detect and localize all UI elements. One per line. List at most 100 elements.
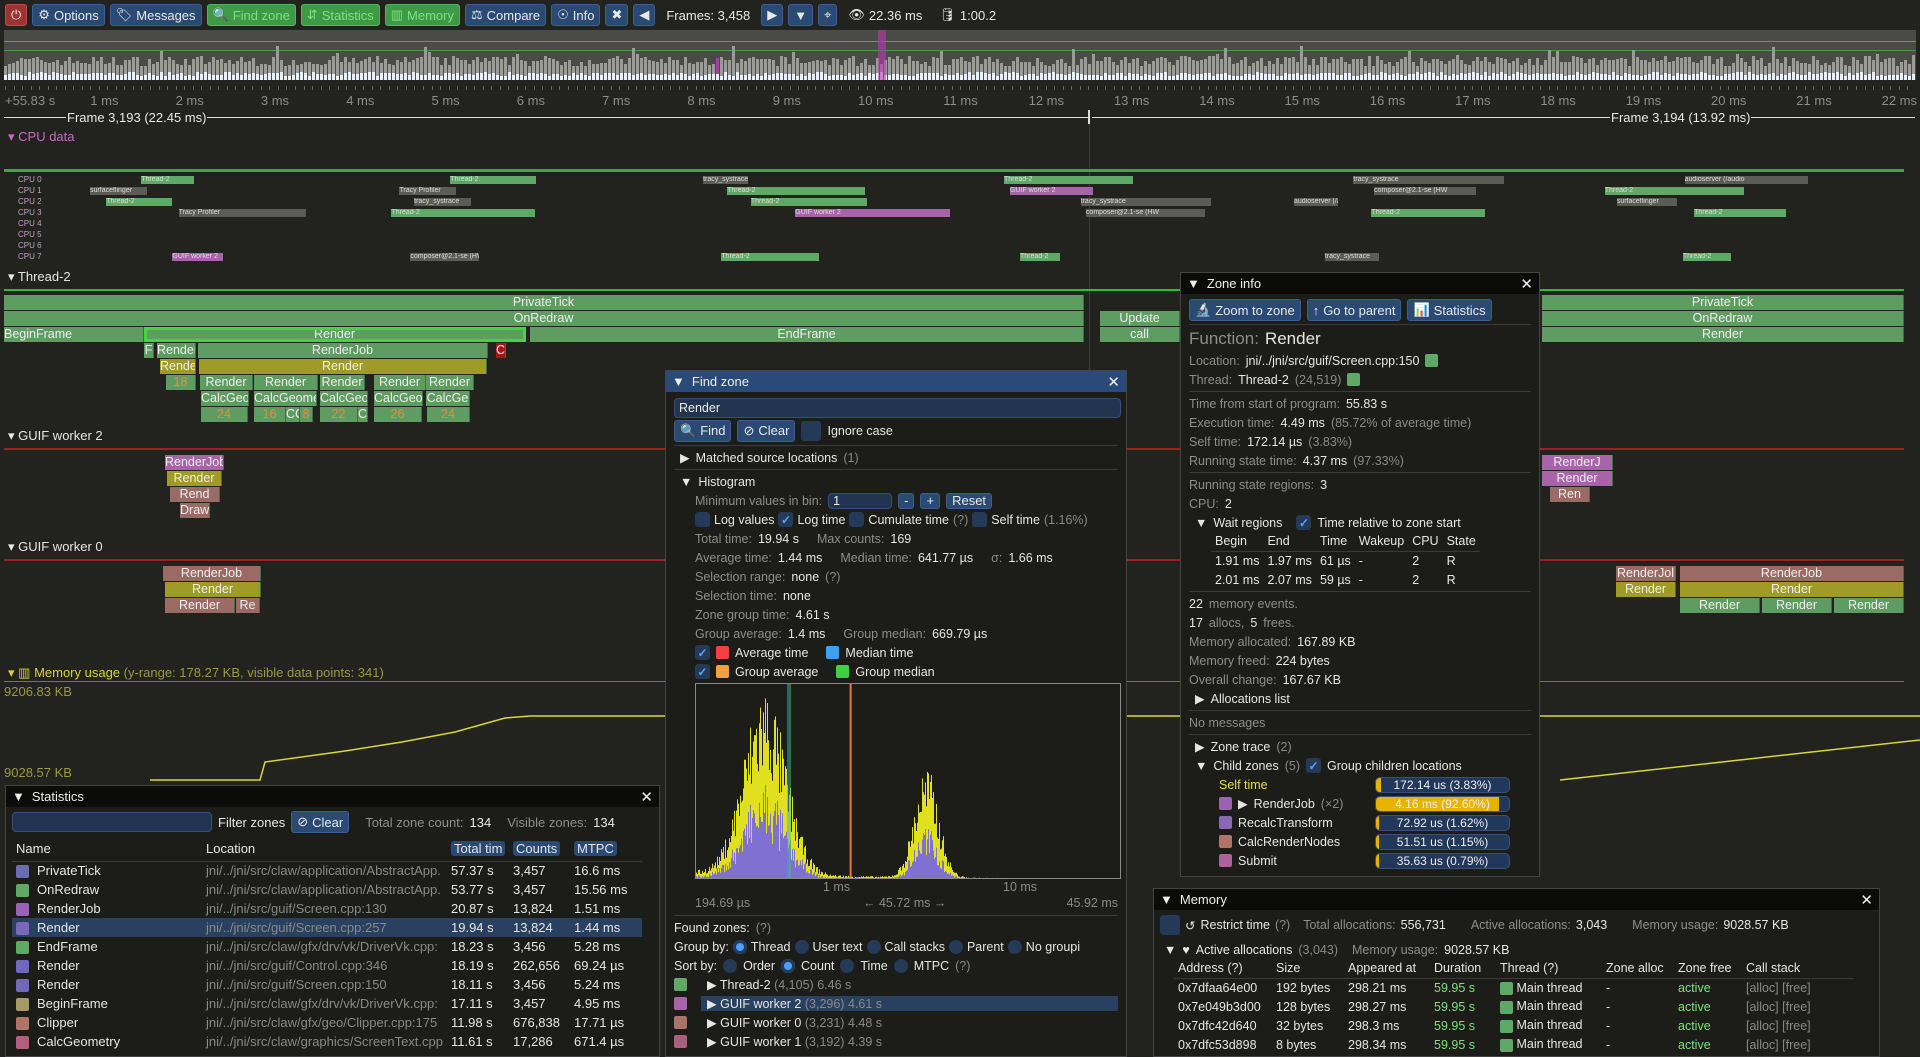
frame-overview-graph[interactable] [4,30,1916,80]
free-callstack-link[interactable]: [free] [1782,999,1811,1014]
child-zones-toggle[interactable]: ▼ [1195,758,1208,773]
frame-bar[interactable] [512,57,515,80]
frame-bar[interactable] [536,60,539,80]
stat-row[interactable]: CalcGeometry jni/../jni/src/claw/graphics… [12,1032,642,1051]
frame-bar[interactable] [1768,63,1771,80]
frame-bar[interactable] [124,59,127,80]
zone[interactable]: Re [236,598,260,613]
frame-bar[interactable] [476,56,479,80]
frame-bar[interactable] [1604,57,1607,80]
frame-bar[interactable] [1712,63,1715,80]
frame-bar[interactable] [1888,58,1891,80]
frame-bar[interactable] [1824,63,1827,80]
zone[interactable]: Render [199,359,487,374]
frame-bar[interactable] [1128,62,1131,80]
frame-bar[interactable] [504,56,507,80]
frame-bar[interactable] [284,65,287,80]
frame-bar[interactable] [1904,59,1907,80]
frame-bar[interactable] [1832,61,1835,80]
frame-bar[interactable] [1684,57,1687,80]
frame-bar[interactable] [152,63,155,80]
frame-bar[interactable] [1688,57,1691,80]
allocation-row[interactable]: 0x7dfaa64e00 192 bytes 298.21 ms 59.95 s Ma… [1178,980,1811,995]
found-zone-group[interactable]: ▶ GUIF worker 0 (3,231) 4.48 s [674,1013,1118,1032]
frame-bar[interactable] [1136,58,1139,80]
frame-bar[interactable] [988,57,991,80]
frame-bar[interactable] [680,64,683,80]
frame-bar[interactable] [1300,46,1303,80]
wait-region-row[interactable]: 2.01 ms 2.07 ms 59 µs -2 R [1215,572,1456,587]
frame-bar[interactable] [968,61,971,80]
frame-bar[interactable] [1452,59,1455,80]
zone-info-title-bar[interactable]: ▼ Zone info ✕ [1181,273,1539,294]
frame-bar[interactable] [1436,59,1439,80]
frame-bar[interactable] [328,59,331,80]
frame-bar[interactable] [1776,59,1779,80]
frame-bar[interactable] [1428,62,1431,80]
sort-by-mtpc-radio[interactable] [893,958,908,973]
frame-bar[interactable] [1084,56,1087,80]
frame-bar[interactable] [1372,65,1375,80]
show-group-checkbox[interactable]: ✓ [695,664,710,679]
stat-row[interactable]: PrivateTick jni/../jni/src/claw/applicati… [12,861,642,880]
frame-bar[interactable] [1600,59,1603,80]
column-header[interactable]: Thread (?) [1500,961,1559,976]
frame-bar[interactable] [1444,64,1447,80]
frame-bar[interactable] [1528,59,1531,80]
frame-bar[interactable] [1316,65,1319,80]
frame-bar[interactable] [812,60,815,80]
free-callstack-link[interactable]: [free] [1782,1018,1811,1033]
frame-bar[interactable] [1400,58,1403,80]
zone[interactable]: CalcGeo [374,391,423,406]
frame-bar[interactable] [792,51,795,80]
frame-bar[interactable] [904,64,907,80]
frame-bar[interactable] [1456,55,1459,80]
frame-bar[interactable] [876,58,879,80]
frame-bar[interactable] [492,57,495,80]
frame-bar[interactable] [344,56,347,80]
child-zone-row[interactable]: Self time 172.14 us (3.83%) [1219,775,1531,794]
frame-bar[interactable] [352,58,355,80]
frame-bar[interactable] [1672,60,1675,80]
frame-bar[interactable] [1592,58,1595,80]
alloc-callstack-link[interactable]: [alloc] [1746,1018,1779,1033]
frame-bar[interactable] [672,60,675,80]
frame-bar[interactable] [732,46,735,80]
frame-bar[interactable] [1112,62,1115,80]
child-zone-row[interactable]: ▶ RenderJob (×2) 4.16 ms (92.60%) [1219,794,1531,813]
frame-bar[interactable] [1636,57,1639,80]
zone[interactable]: CalcGeor [320,391,368,406]
frame-bar[interactable] [112,57,115,80]
frame-bar[interactable] [1876,53,1879,80]
frame-bar[interactable] [1844,64,1847,80]
find-zone-query-input[interactable]: Render [674,398,1121,418]
frame-bar[interactable] [260,63,263,80]
zone[interactable]: Render [165,582,261,597]
frame-bar[interactable] [1364,65,1367,80]
frame-bar[interactable] [1612,60,1615,80]
frame-bar[interactable] [336,52,339,80]
frame-bar[interactable] [368,57,371,80]
prev-frame-button[interactable]: ◀ [633,4,656,26]
frame-bar[interactable] [144,65,147,80]
frame-bar[interactable] [1780,62,1783,80]
frame-bar[interactable] [532,61,535,80]
frame-bar[interactable] [1812,56,1815,80]
frame-bar[interactable] [1540,64,1543,80]
frame-bar[interactable] [1376,56,1379,80]
cpu-thread-slice[interactable]: tracy_systrace [414,198,472,206]
frame-bar[interactable] [1676,57,1679,80]
frame-bar[interactable] [524,61,527,80]
frame-bar[interactable] [404,57,407,80]
frame-bar[interactable] [1244,56,1247,80]
frame-bar[interactable] [396,59,399,80]
frame-bar[interactable] [596,63,599,80]
stat-row[interactable]: Render jni/../jni/src/guif/Screen.cpp:150… [12,975,642,994]
frame-bar[interactable] [1568,61,1571,80]
close-icon[interactable]: ✕ [640,788,653,806]
frame-bar[interactable] [1460,60,1463,80]
frame-bar[interactable] [1840,57,1843,80]
frame-bar[interactable] [428,52,431,80]
frame-bar[interactable] [1524,63,1527,80]
memory-button[interactable]: ▥ Memory [384,4,460,26]
